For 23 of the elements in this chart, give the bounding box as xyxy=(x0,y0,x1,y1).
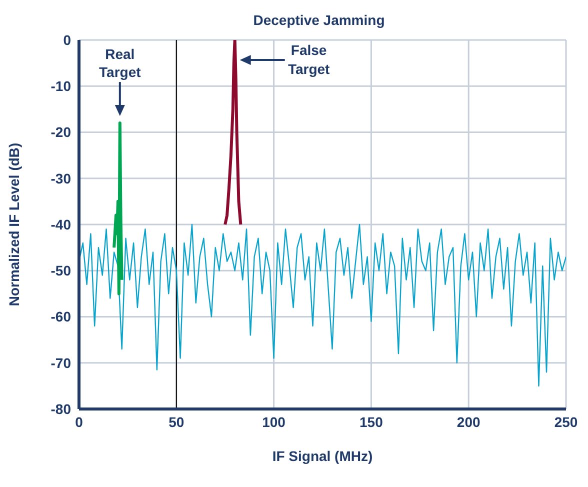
y-tick-label: 0 xyxy=(63,32,72,48)
x-axis-title: IF Signal (MHz) xyxy=(272,448,373,464)
y-tick-label: -50 xyxy=(50,262,72,279)
y-tick-label: -10 xyxy=(50,78,72,94)
y-axis-title: Normalized IF Level (dB) xyxy=(6,142,22,306)
x-tick-label: 200 xyxy=(456,414,480,430)
y-tick-label: -20 xyxy=(50,124,72,140)
y-tick-label: -80 xyxy=(50,400,72,417)
y-tick-label: -60 xyxy=(50,308,72,325)
annotation: Real Target xyxy=(99,46,142,80)
line-series xyxy=(112,122,124,296)
x-tick-label: 250 xyxy=(554,414,578,430)
x-tick-label: 50 xyxy=(168,414,184,430)
y-tick-label: -40 xyxy=(50,216,72,232)
x-tick-label: 0 xyxy=(75,414,84,430)
y-tick-label: -70 xyxy=(50,354,72,371)
annotation: False Target xyxy=(288,42,330,77)
line-series xyxy=(79,224,566,387)
y-tick-label: -30 xyxy=(50,170,72,186)
chart-title: Deceptive Jamming xyxy=(252,12,386,28)
x-tick-label: 100 xyxy=(262,414,286,430)
x-tick-label: 150 xyxy=(360,414,384,430)
line-series xyxy=(224,40,242,226)
